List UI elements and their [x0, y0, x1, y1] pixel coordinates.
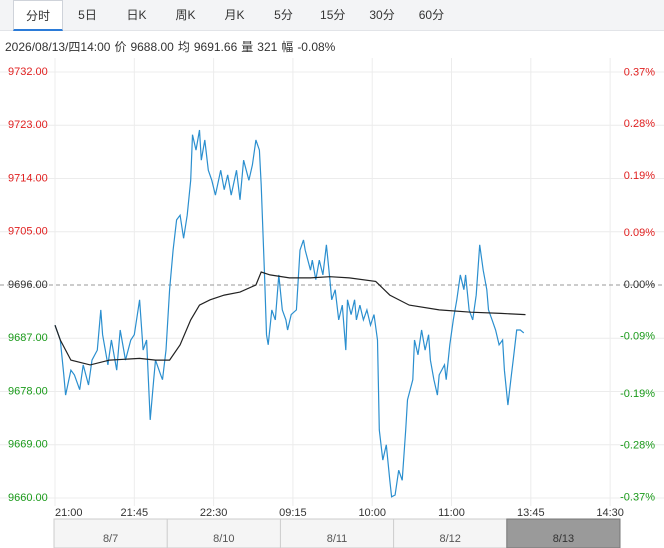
y2-tick-label: 0.09% [624, 227, 655, 239]
y-tick-label: 9669.00 [8, 439, 48, 451]
tab[interactable]: 月K [224, 8, 245, 22]
y-tick-label: 9696.00 [8, 279, 48, 291]
x-tick-label: 11:00 [438, 507, 465, 519]
info-value: 9688.00 [130, 40, 174, 54]
price-line [54, 129, 525, 498]
info-label: 量 [241, 40, 254, 54]
tab[interactable]: 60分 [418, 8, 445, 22]
y2-tick-label: -0.09% [620, 331, 655, 343]
y2-tick-label: 0.37% [624, 66, 655, 78]
price-line [54, 271, 526, 366]
tab[interactable]: 15分 [320, 8, 346, 22]
tab[interactable]: 5日 [78, 8, 97, 22]
tab[interactable]: 分时 [13, 0, 64, 31]
info-label: 均 [177, 40, 190, 54]
y2-tick-label: -0.28% [620, 440, 655, 452]
y2-tick-label: -0.19% [620, 388, 655, 400]
y-tick-label: 9723.00 [8, 119, 48, 131]
info-value: 321 [257, 40, 278, 54]
y-tick-label: 9678.00 [8, 385, 48, 397]
y2-tick-label: -0.37% [620, 491, 655, 503]
navigator-date: 8/7 [103, 533, 118, 545]
y-tick-label: 9660.00 [8, 492, 48, 504]
y-tick-label: 9687.00 [8, 332, 48, 344]
navigator-date: 8/12 [439, 533, 460, 545]
y2-tick-label: 0.00% [624, 279, 655, 291]
tab[interactable]: 5分 [274, 8, 293, 22]
x-tick-label: 10:00 [358, 507, 386, 519]
tab[interactable]: 30分 [369, 8, 395, 22]
y-tick-label: 9714.00 [8, 172, 48, 184]
navigator-date: 8/13 [553, 533, 574, 545]
x-tick-label: 14:30 [596, 507, 624, 519]
info-value: 9691.66 [193, 40, 238, 54]
tab[interactable]: 日K [126, 8, 147, 22]
tab[interactable]: 周K [175, 8, 196, 22]
x-tick-label: 22:30 [200, 507, 228, 519]
x-tick-label: 09:15 [279, 507, 307, 519]
navigator-date: 8/10 [213, 533, 234, 545]
y2-tick-label: 0.28% [624, 118, 655, 130]
navigator-window [506, 518, 621, 548]
info-time: 2026/08/13/四14:00 [5, 40, 111, 54]
y-tick-label: 9705.00 [8, 226, 48, 238]
info-label: 幅 [281, 40, 294, 54]
info-label: 价 [114, 40, 127, 54]
navigator-date: 8/11 [327, 533, 348, 545]
tab-bar: 分时 5日 日K 周K 月K 5分 15分 30分 60分 [0, 0, 664, 31]
x-tick-label: 13:45 [517, 507, 545, 519]
info-line: 2026/08/13/四14:00 价 9688.00 均 9691.66 量 321 幅 -0… [5, 38, 339, 55]
x-tick-label: 21:00 [55, 507, 83, 519]
x-tick-label: 21:45 [121, 507, 149, 519]
y-tick-label: 9732.00 [8, 66, 48, 78]
info-value: -0.08% [297, 40, 336, 54]
y2-tick-label: 0.19% [624, 170, 655, 182]
